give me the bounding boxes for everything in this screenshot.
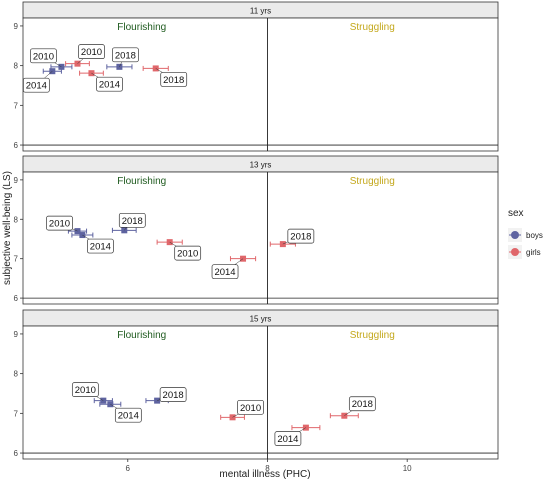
year-label-box [112, 47, 139, 63]
year-label-box [118, 212, 146, 228]
year-label: 2010 [177, 249, 198, 260]
year-label: 2018 [352, 399, 373, 410]
data-point-boys-2010: 2010 [71, 382, 113, 404]
year-label-box [46, 215, 73, 231]
y-tick-label: 7 [14, 101, 19, 110]
y-tick-label: 7 [14, 255, 19, 264]
x-tick-label: 8 [265, 464, 270, 473]
y-tick-label: 9 [14, 22, 19, 31]
legend-entry-girls: girls [508, 245, 541, 259]
point-marker [116, 63, 123, 70]
region-label-flourishing: Flourishing [117, 176, 166, 187]
y-tick-label: 8 [14, 370, 19, 379]
legend-key-marker [511, 231, 519, 239]
data-point-girls-2018: 2018 [142, 65, 188, 87]
data-point-boys-2010: 2010 [46, 215, 88, 235]
year-label-box [274, 431, 302, 446]
panel-title: 13 yrs [250, 161, 272, 170]
y-tick-label: 9 [14, 176, 19, 185]
y-tick-label: 6 [14, 449, 19, 458]
data-point-girls-2010: 2010 [156, 239, 202, 261]
data-point-boys-2018: 2018 [145, 387, 187, 404]
x-tick-label: 10 [403, 464, 412, 473]
data-point-boys-2018: 2018 [106, 47, 139, 70]
point-marker [58, 63, 65, 70]
legend-title: sex [508, 208, 524, 219]
year-label: 2014 [118, 411, 139, 422]
year-label: 2014 [277, 434, 298, 445]
year-label-box [348, 396, 376, 412]
year-label: 2014 [99, 80, 120, 91]
panel-1: 11 yrs 6 7 8 9 Flourishing Struggling 2010 2014 2… [14, 1, 499, 152]
legend-entry-boys: boys [508, 228, 543, 242]
year-label-box [87, 238, 114, 254]
panel-title: 15 yrs [250, 315, 272, 324]
panel-frame [22, 171, 499, 305]
data-point-boys-2014: 2014 [71, 232, 114, 254]
year-label-box [211, 264, 239, 280]
year-label: 2010 [81, 47, 102, 58]
y-tick-label: 8 [14, 215, 19, 224]
region-label-flourishing: Flourishing [117, 22, 166, 33]
data-point-boys-2014: 2014 [99, 401, 142, 423]
region-label-struggling: Struggling [350, 22, 395, 33]
region-label-struggling: Struggling [350, 330, 395, 341]
year-label-box [159, 387, 187, 402]
panel-title: 11 yrs [250, 7, 271, 16]
year-label-box [174, 245, 202, 261]
data-point-boys-2010: 2010 [30, 48, 73, 70]
data-point-girls-2014: 2014 [211, 255, 257, 280]
year-label: 2018 [290, 232, 311, 243]
year-label-box [114, 407, 142, 423]
data-point-girls-2018: 2018 [269, 228, 315, 248]
year-label: 2010 [240, 403, 261, 414]
data-point-boys-2014: 2014 [22, 68, 62, 93]
data-point-girls-2010: 2010 [65, 44, 105, 67]
y-tick-label: 7 [14, 409, 19, 418]
year-label-box [237, 399, 264, 415]
x-axis-label: mental illness (PHC) [219, 469, 310, 480]
year-label-box [160, 72, 188, 87]
legend: sex boys girls [508, 208, 543, 259]
panel-2: 13 yrs 6 7 8 9 Flourishing Struggling 2010 2014 2… [14, 155, 499, 305]
y-tick-label: 6 [14, 294, 19, 303]
year-label: 2018 [122, 216, 143, 227]
y-tick-label: 8 [14, 62, 19, 71]
year-label-box [96, 76, 123, 92]
year-label-box [71, 382, 99, 397]
y-tick-label: 9 [14, 330, 19, 339]
region-label-flourishing: Flourishing [117, 330, 166, 341]
year-label-box [30, 48, 57, 64]
year-label-box [22, 77, 50, 93]
y-axis-label: subjective well-being (LS) [2, 171, 13, 285]
year-label: 2010 [49, 219, 70, 230]
year-label: 2010 [33, 51, 54, 62]
panel-3: 15 yrs 6 7 8 9 Flourishing Struggling 2010 2014 2… [14, 309, 499, 473]
region-label-struggling: Struggling [350, 176, 395, 187]
panel-frame [22, 325, 499, 460]
year-label: 2010 [75, 385, 96, 396]
data-point-girls-2010: 2010 [220, 399, 264, 421]
legend-key-marker [511, 248, 519, 256]
data-point-boys-2018: 2018 [111, 212, 146, 234]
year-label-box [78, 44, 105, 60]
data-point-girls-2014: 2014 [274, 424, 321, 446]
year-label: 2014 [26, 81, 47, 92]
year-label: 2018 [115, 50, 136, 61]
y-tick-label: 6 [14, 141, 19, 150]
year-label: 2014 [214, 267, 235, 278]
data-point-girls-2018: 2018 [329, 396, 376, 419]
x-tick-label: 6 [126, 464, 131, 473]
year-label: 2018 [163, 390, 184, 401]
year-label: 2014 [90, 242, 111, 253]
data-point-girls-2014: 2014 [79, 70, 123, 92]
legend-label: boys [526, 231, 543, 240]
panel-frame [22, 17, 499, 152]
year-label: 2018 [163, 75, 184, 86]
legend-label: girls [526, 248, 541, 257]
year-label-box [287, 228, 315, 244]
